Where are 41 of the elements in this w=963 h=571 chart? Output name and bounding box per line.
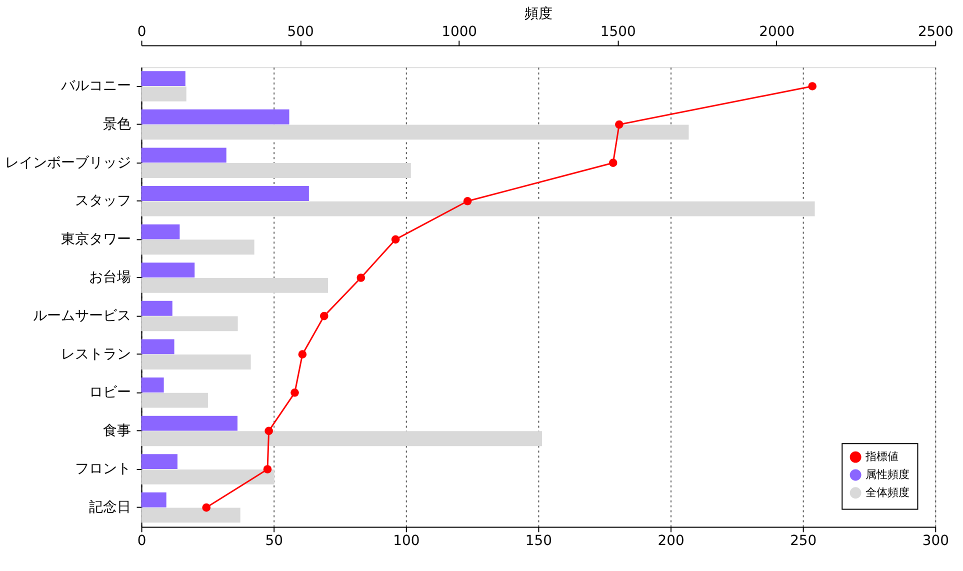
point xyxy=(202,503,211,512)
point xyxy=(298,350,307,358)
legend-label: 指標値 xyxy=(864,450,899,464)
x2-tick-label: 500 xyxy=(287,24,314,40)
x-tick-label: 200 xyxy=(658,533,684,550)
x-tick-label: 50 xyxy=(265,533,283,550)
y-tick-label: スタッフ xyxy=(74,193,131,210)
y-tick-label: フロント xyxy=(74,461,131,478)
point xyxy=(808,82,817,90)
point xyxy=(391,235,400,244)
y-tick-label: レインボーブリッジ xyxy=(4,154,131,171)
x2-tick-label: 1000 xyxy=(442,24,478,40)
y-tick-label: ロビー xyxy=(88,384,131,401)
legend-label: 属性頻度 xyxy=(866,468,910,481)
point xyxy=(356,274,366,282)
x-tick-label: 300 xyxy=(922,533,949,550)
x-tick-label: 150 xyxy=(525,533,552,550)
y-tick-label: お台場 xyxy=(88,270,131,286)
x2-tick-label: 2000 xyxy=(759,24,795,40)
x2-axis-title: 頻度 xyxy=(524,6,553,22)
y-tick-label: バルコニー xyxy=(60,78,131,94)
point xyxy=(263,465,272,474)
x2-tick-label: 2500 xyxy=(918,24,954,40)
legend-label: 全体頻度 xyxy=(866,486,910,499)
y-tick-label: ルームサービス xyxy=(32,308,131,324)
point xyxy=(264,426,273,436)
x-tick-label: 250 xyxy=(790,533,817,550)
point xyxy=(320,312,328,320)
x-tick-label: 100 xyxy=(393,533,420,550)
y-tick-label: レストラン xyxy=(60,346,131,362)
y-tick-label: 食事 xyxy=(102,422,131,439)
point xyxy=(615,120,624,129)
y-tick-label: 東京タワー xyxy=(60,231,131,248)
x2-tick-label: 0 xyxy=(137,24,146,40)
x2-tick-label: 1500 xyxy=(600,24,636,40)
point xyxy=(608,158,618,167)
point xyxy=(290,388,299,397)
x-tick-label: 0 xyxy=(137,533,146,550)
y-tick-label: 記念日 xyxy=(88,500,131,516)
y-tick-label: 景色 xyxy=(102,116,131,133)
point xyxy=(463,196,472,206)
